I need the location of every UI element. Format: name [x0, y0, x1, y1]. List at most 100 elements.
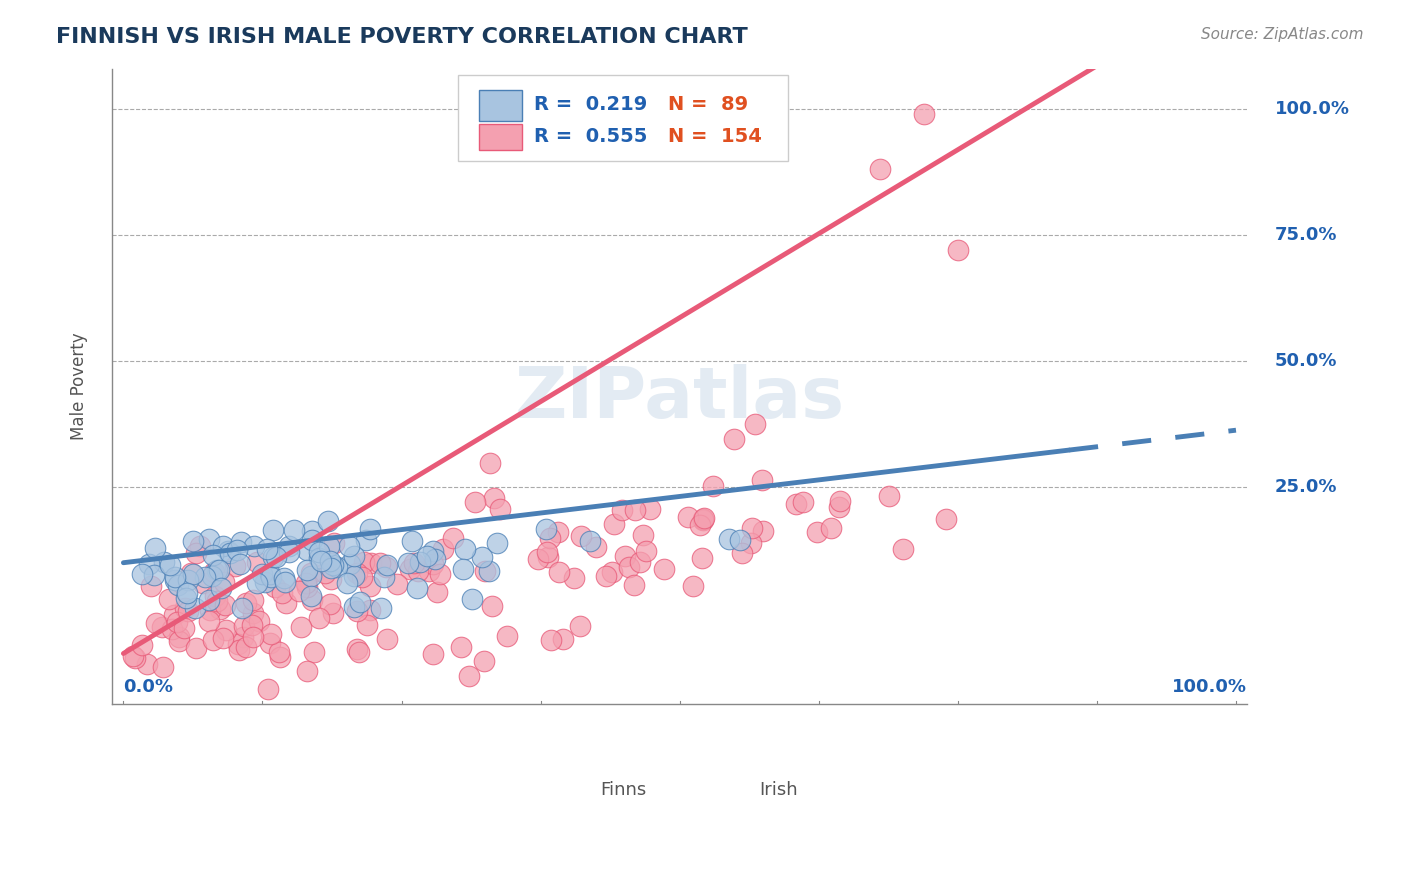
Point: [472, 654, 495, 668]
Point: [891, 541, 914, 556]
FancyBboxPatch shape: [479, 125, 522, 150]
Point: [585, 540, 607, 554]
Point: [297, 563, 319, 577]
Point: [482, 491, 505, 505]
Point: [308, 545, 330, 559]
Point: [744, 417, 766, 431]
Point: [820, 520, 842, 534]
Point: [740, 536, 762, 550]
Point: [343, 549, 366, 564]
Point: [946, 243, 969, 257]
Point: [232, 630, 254, 644]
Point: [617, 560, 640, 574]
Point: [806, 525, 828, 540]
Point: [233, 619, 256, 633]
FancyBboxPatch shape: [731, 777, 762, 803]
Point: [425, 552, 447, 566]
Point: [359, 579, 381, 593]
Point: [471, 549, 494, 564]
Point: [690, 551, 713, 566]
Point: [262, 550, 284, 565]
Point: [235, 640, 257, 654]
Point: [260, 627, 283, 641]
Point: [346, 566, 368, 580]
Point: [401, 533, 423, 548]
Point: [356, 533, 378, 547]
Point: [205, 563, 228, 577]
Point: [166, 615, 188, 630]
Point: [352, 570, 374, 584]
Text: FINNISH VS IRISH MALE POVERTY CORRELATION CHART: FINNISH VS IRISH MALE POVERTY CORRELATIO…: [56, 27, 748, 46]
Point: [188, 539, 211, 553]
Point: [131, 566, 153, 581]
Point: [416, 549, 439, 564]
Point: [276, 596, 298, 610]
Point: [368, 557, 391, 571]
Point: [274, 574, 297, 589]
Point: [299, 569, 322, 583]
Point: [167, 634, 190, 648]
Point: [485, 535, 508, 549]
Point: [652, 562, 675, 576]
Point: [346, 641, 368, 656]
Point: [145, 616, 167, 631]
Point: [396, 556, 419, 570]
Point: [153, 555, 176, 569]
Point: [638, 502, 661, 516]
Point: [450, 640, 472, 654]
Point: [360, 557, 382, 571]
Point: [250, 566, 273, 581]
Point: [186, 640, 208, 655]
Point: [209, 581, 232, 595]
Point: [623, 503, 645, 517]
Point: [402, 556, 425, 570]
Point: [551, 632, 574, 647]
Point: [692, 510, 714, 524]
Point: [741, 521, 763, 535]
Point: [301, 524, 323, 539]
Point: [207, 593, 229, 607]
Point: [295, 665, 318, 679]
Point: [159, 558, 181, 572]
Point: [174, 601, 197, 615]
Point: [451, 562, 474, 576]
Point: [191, 575, 214, 590]
Point: [226, 637, 249, 651]
Point: [198, 603, 221, 617]
Point: [288, 584, 311, 599]
Point: [536, 522, 558, 536]
Point: [242, 593, 264, 607]
Text: ZIPatlas: ZIPatlas: [515, 365, 845, 434]
Point: [202, 632, 225, 647]
Point: [254, 575, 277, 590]
Point: [299, 590, 322, 604]
Point: [339, 557, 361, 571]
Point: [184, 601, 207, 615]
Point: [217, 544, 239, 558]
Point: [385, 577, 408, 591]
Point: [212, 539, 235, 553]
Point: [319, 572, 342, 586]
Text: R =  0.555: R = 0.555: [534, 127, 648, 146]
Point: [202, 548, 225, 562]
Point: [595, 568, 617, 582]
Point: [418, 564, 440, 578]
Point: [495, 629, 517, 643]
Point: [702, 478, 724, 492]
Point: [536, 545, 558, 559]
Point: [322, 606, 344, 620]
Point: [406, 565, 429, 579]
Point: [603, 517, 626, 532]
Point: [142, 567, 165, 582]
Point: [208, 563, 231, 577]
Point: [135, 657, 157, 671]
Point: [538, 531, 561, 545]
Point: [375, 632, 398, 647]
Point: [935, 512, 957, 526]
FancyBboxPatch shape: [458, 75, 787, 161]
Point: [309, 554, 332, 568]
Point: [322, 535, 344, 549]
Point: [353, 555, 375, 569]
Point: [295, 576, 318, 591]
Point: [408, 555, 430, 569]
